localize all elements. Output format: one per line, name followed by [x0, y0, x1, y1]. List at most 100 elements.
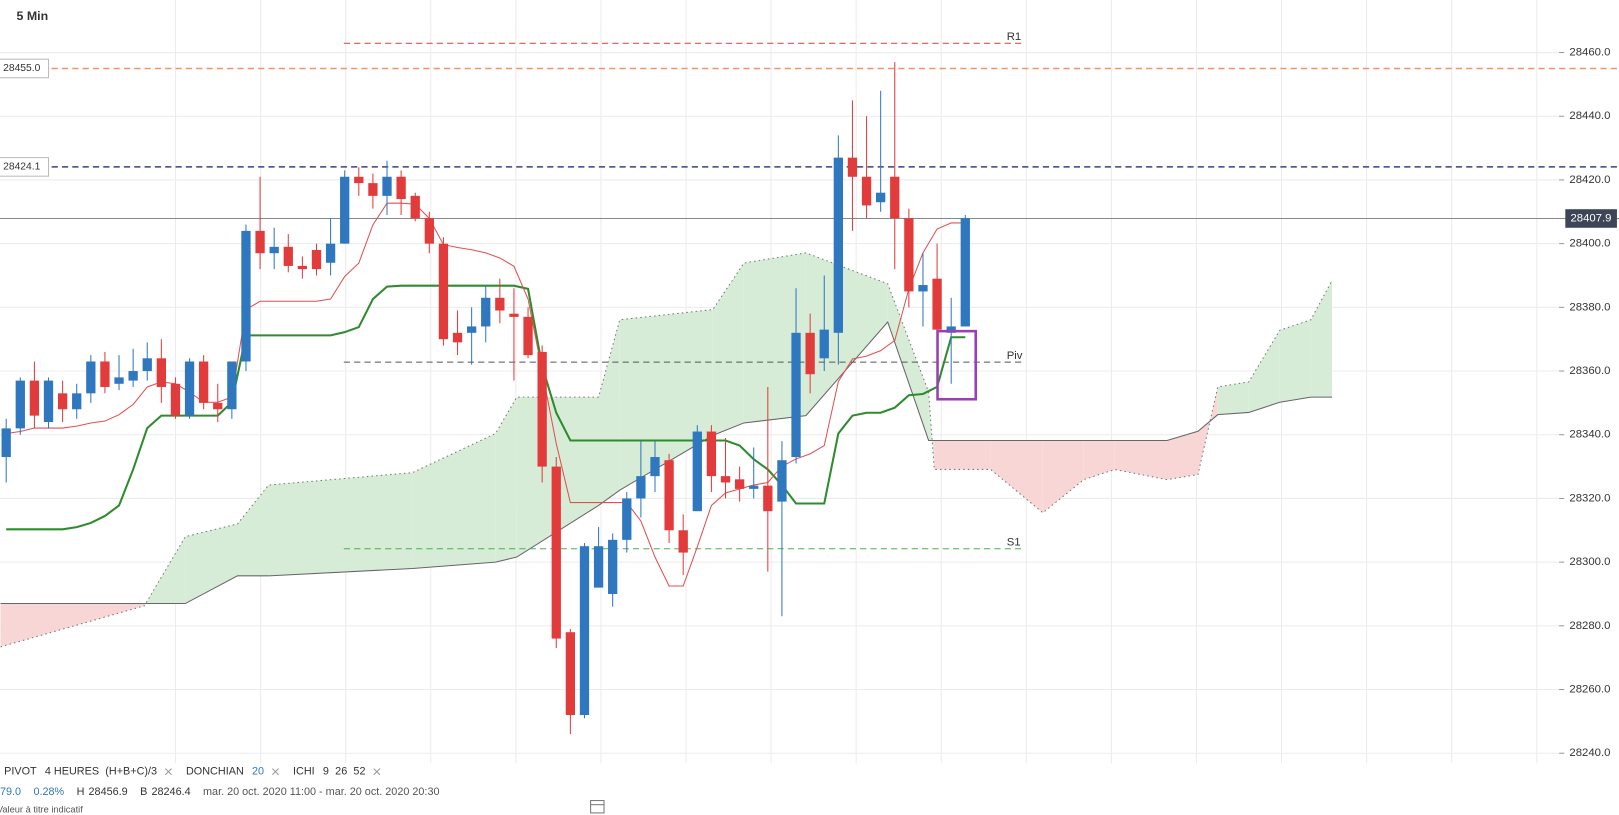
candle-body	[410, 195, 420, 219]
candle-body	[579, 546, 590, 716]
candle-body	[861, 176, 872, 206]
info-high: 28456.9	[89, 786, 128, 798]
cloud-fill	[1083, 440, 1115, 480]
candle-body	[213, 402, 223, 410]
y-tick-label: 28240.0	[1569, 747, 1610, 759]
remove-icon[interactable]	[271, 768, 279, 776]
candle-body	[438, 243, 449, 340]
candle-body	[340, 176, 350, 244]
price-tag	[0, 157, 50, 177]
cloud-fill	[1114, 440, 1167, 480]
candle-body	[142, 358, 152, 372]
candle-body	[325, 243, 336, 263]
candle-body	[537, 351, 547, 467]
y-tick-label: 28280.0	[1569, 620, 1610, 632]
y-tick-label: 28360.0	[1569, 365, 1610, 377]
candle-body	[29, 380, 40, 416]
plot: R1 Piv S1 28455.0 28424.1 28407.9	[0, 31, 1619, 735]
info-low: 28246.4	[151, 786, 190, 798]
info-high-label: H	[77, 786, 85, 798]
y-tick-label: 28440.0	[1569, 110, 1610, 122]
indicator-line	[6, 202, 966, 587]
pivot-label: Piv	[1007, 350, 1023, 362]
y-tick-label: 28380.0	[1569, 301, 1610, 313]
cloud-fill	[495, 397, 517, 563]
y-tick-label: 28260.0	[1569, 684, 1610, 696]
candle-body	[43, 380, 54, 422]
candle-body	[805, 332, 815, 375]
cloud-fill	[743, 252, 806, 423]
y-tick-label: 28320.0	[1569, 492, 1610, 504]
remove-icon[interactable]	[164, 768, 172, 776]
cloud-fill	[412, 433, 496, 569]
candle-body	[946, 326, 956, 333]
cloud-fill	[1217, 381, 1249, 415]
candle-body	[396, 176, 406, 200]
candle-body	[466, 326, 477, 333]
cloud-fill	[1042, 440, 1084, 513]
y-tick-label: 28300.0	[1569, 556, 1610, 568]
candle-body	[876, 192, 886, 203]
y-tick-label: 28460.0	[1569, 47, 1610, 59]
candle-body	[720, 476, 731, 483]
chart-title: 5 Min	[17, 9, 49, 23]
indicator-name: DONCHIAN	[186, 766, 244, 778]
y-tick-label: 28400.0	[1569, 238, 1610, 250]
cloud-fill	[1248, 330, 1280, 413]
candle-body	[255, 230, 265, 254]
info-change-pct: 0.28%	[33, 786, 64, 798]
candle-body	[452, 332, 463, 343]
info-change: 79.0	[0, 786, 21, 798]
indicator-name: ICHI	[293, 766, 315, 778]
price-tag	[1565, 209, 1617, 228]
candle-body	[241, 230, 251, 362]
info-range: mar. 20 oct. 2020 11:00 - mar. 20 oct. 2…	[203, 786, 439, 798]
candle-body	[184, 361, 195, 416]
candle-body	[890, 176, 900, 219]
candle-body	[227, 361, 237, 410]
candle-body	[269, 246, 279, 254]
candle-body	[960, 218, 970, 327]
candle-body	[636, 476, 646, 499]
price-tag-label: 28424.1	[3, 162, 41, 173]
candle-body	[650, 457, 660, 477]
candle-body	[918, 285, 928, 292]
cloud-fill	[237, 485, 269, 576]
cloud-fill	[887, 283, 929, 441]
candle-body	[424, 218, 434, 244]
candle-body	[1, 428, 11, 458]
candle-body	[551, 466, 561, 639]
cloud-span-a	[0, 252, 1333, 648]
candle-body	[678, 530, 688, 553]
candle-body	[368, 183, 378, 196]
candle-body	[283, 246, 293, 266]
cloud-fill	[990, 440, 1043, 513]
indicator-param: 4 HEURES	[45, 766, 99, 778]
candle-body	[819, 329, 829, 359]
pivot-label: S1	[1007, 537, 1021, 549]
y-tick-label: 28420.0	[1569, 174, 1610, 186]
indicator-param: 52	[353, 766, 365, 778]
candle-body	[523, 316, 533, 356]
candle-body	[664, 460, 674, 531]
candle-body	[847, 157, 858, 177]
indicator-name: PIVOT	[4, 766, 37, 778]
candle-body	[622, 498, 632, 540]
cloud-fill	[619, 309, 713, 491]
candle-body	[565, 632, 576, 716]
footer: PIVOT 4 HEURES (H+B+C)/3 DONCHIAN 20 ICHI 9 26 5…	[0, 766, 440, 815]
candle-body	[692, 431, 702, 512]
remove-icon[interactable]	[373, 768, 381, 776]
price-tag-label: 28455.0	[3, 63, 41, 74]
indicator-param: 20	[252, 766, 264, 778]
candle-body	[904, 218, 914, 292]
candle-body	[495, 297, 505, 311]
calendar-icon	[590, 800, 605, 814]
candle-body	[170, 383, 181, 416]
candle-body	[777, 460, 787, 502]
info-note: Valeur à titre indicatif	[0, 804, 83, 814]
candle-body	[509, 313, 519, 317]
candle-body	[932, 278, 942, 330]
